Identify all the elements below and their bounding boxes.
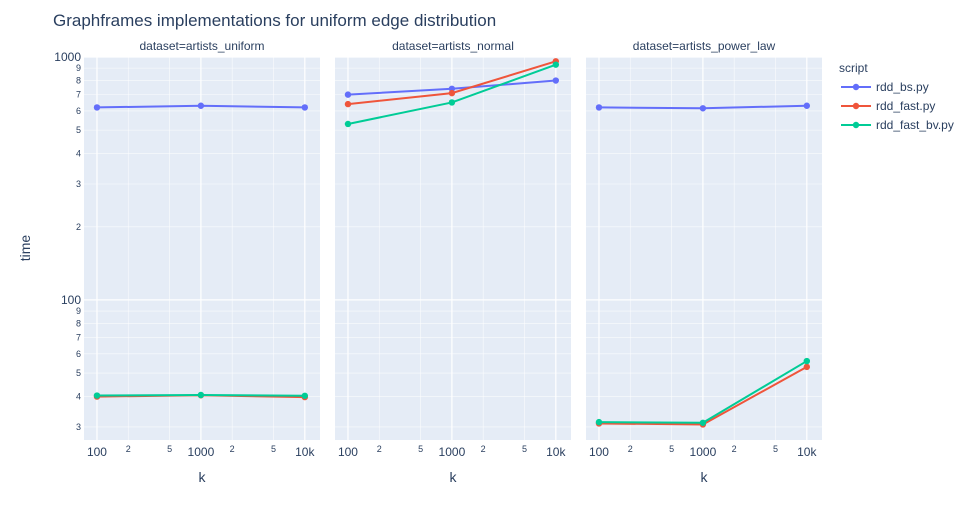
- y-axis-label: time: [17, 235, 33, 262]
- y-minor-tick-label: 9: [76, 63, 81, 73]
- x-tick-label: 5: [271, 444, 276, 454]
- data-point: [197, 391, 205, 399]
- legend-title: script: [839, 61, 868, 75]
- y-minor-tick-label: 9: [76, 306, 81, 316]
- x-tick-label: 5: [522, 444, 527, 454]
- legend-item: rdd_bs.py: [841, 80, 929, 94]
- data-point: [803, 357, 811, 365]
- data-point: [552, 61, 560, 68]
- data-point: [197, 102, 205, 109]
- y-minor-tick-label: 7: [76, 90, 81, 100]
- x-tick-label: 100: [589, 445, 609, 459]
- y-minor-tick-label: 5: [76, 125, 81, 135]
- data-point: [93, 104, 101, 111]
- data-point: [699, 105, 707, 112]
- y-minor-tick-label: 3: [76, 179, 81, 189]
- data-point: [699, 419, 707, 426]
- legend-swatch-marker: [852, 83, 860, 91]
- x-tick-label: 10k: [546, 445, 566, 459]
- legend-item: rdd_fast_bv.py: [841, 118, 954, 132]
- x-axis-label: k: [701, 469, 709, 485]
- x-tick-label: 2: [230, 444, 235, 454]
- y-minor-tick-label: 6: [76, 106, 81, 116]
- subplot-title: dataset=artists_power_law: [633, 39, 776, 53]
- subplot-title: dataset=artists_uniform: [139, 39, 264, 53]
- y-minor-tick-label: 2: [76, 222, 81, 232]
- data-point: [344, 91, 352, 98]
- y-minor-tick-label: 6: [76, 349, 81, 359]
- subplot-panel: dataset=artists_normal 100 2 5 1000 2 5 10k k: [335, 39, 571, 485]
- plot-area: [586, 57, 822, 440]
- x-tick-label: 2: [377, 444, 382, 454]
- y-minor-tick-label: 7: [76, 333, 81, 343]
- y-minor-tick-label: 4: [76, 149, 81, 159]
- data-point: [344, 100, 352, 108]
- x-tick-label: 100: [87, 445, 107, 459]
- data-point: [803, 102, 811, 109]
- x-tick-label: 2: [126, 444, 131, 454]
- data-point: [301, 392, 309, 399]
- x-tick-label: 1000: [690, 445, 717, 459]
- x-tick-label: 1000: [439, 445, 466, 459]
- y-minor-tick-label: 4: [76, 392, 81, 402]
- data-point: [803, 363, 811, 371]
- plot-area: [84, 57, 320, 440]
- x-tick-label: 5: [418, 444, 423, 454]
- data-point: [344, 120, 352, 128]
- plot-area: [335, 57, 571, 440]
- legend-label: rdd_bs.py: [876, 80, 929, 94]
- y-minor-tick-label: 5: [76, 368, 81, 378]
- y-minor-tick-label: 8: [76, 318, 81, 328]
- legend-item: rdd_fast.py: [841, 99, 935, 113]
- subplot-title: dataset=artists_normal: [392, 39, 514, 53]
- data-point: [595, 104, 603, 111]
- legend-swatch-marker: [852, 102, 860, 110]
- data-point: [301, 104, 309, 111]
- y-major-tick-label: 1000: [54, 50, 81, 64]
- x-tick-label: 100: [338, 445, 358, 459]
- x-tick-label: 5: [167, 444, 172, 454]
- data-point: [93, 392, 101, 399]
- x-tick-label: 5: [773, 444, 778, 454]
- x-axis-label: k: [199, 469, 207, 485]
- y-major-tick-label: 100: [61, 293, 81, 307]
- x-tick-label: 2: [481, 444, 486, 454]
- subplot-panel: dataset=artists_power_law 100 2 5 1000 2 5 10k k: [586, 39, 822, 485]
- x-tick-label: 1000: [188, 445, 215, 459]
- subplot-panel: dataset=artists_uniform 100 2 5 1000 2 5 10k k: [84, 39, 320, 485]
- x-tick-label: 10k: [295, 445, 315, 459]
- data-point: [595, 418, 603, 426]
- data-point: [448, 89, 456, 97]
- legend-swatch-marker: [852, 121, 860, 129]
- y-minor-tick-label: 8: [76, 76, 81, 86]
- data-point: [552, 77, 560, 84]
- legend-label: rdd_fast_bv.py: [876, 118, 954, 132]
- legend-label: rdd_fast.py: [876, 99, 935, 113]
- x-axis-label: k: [450, 469, 458, 485]
- x-tick-label: 10k: [797, 445, 817, 459]
- legend: script rdd_bs.py rdd_fast.py rdd_fast_bv.py: [839, 61, 954, 132]
- x-tick-label: 2: [628, 444, 633, 454]
- chart-title: Graphframes implementations for uniform …: [53, 11, 496, 30]
- y-minor-tick-label: 3: [76, 422, 81, 432]
- x-tick-label: 5: [669, 444, 674, 454]
- x-tick-label: 2: [732, 444, 737, 454]
- data-point: [448, 99, 456, 106]
